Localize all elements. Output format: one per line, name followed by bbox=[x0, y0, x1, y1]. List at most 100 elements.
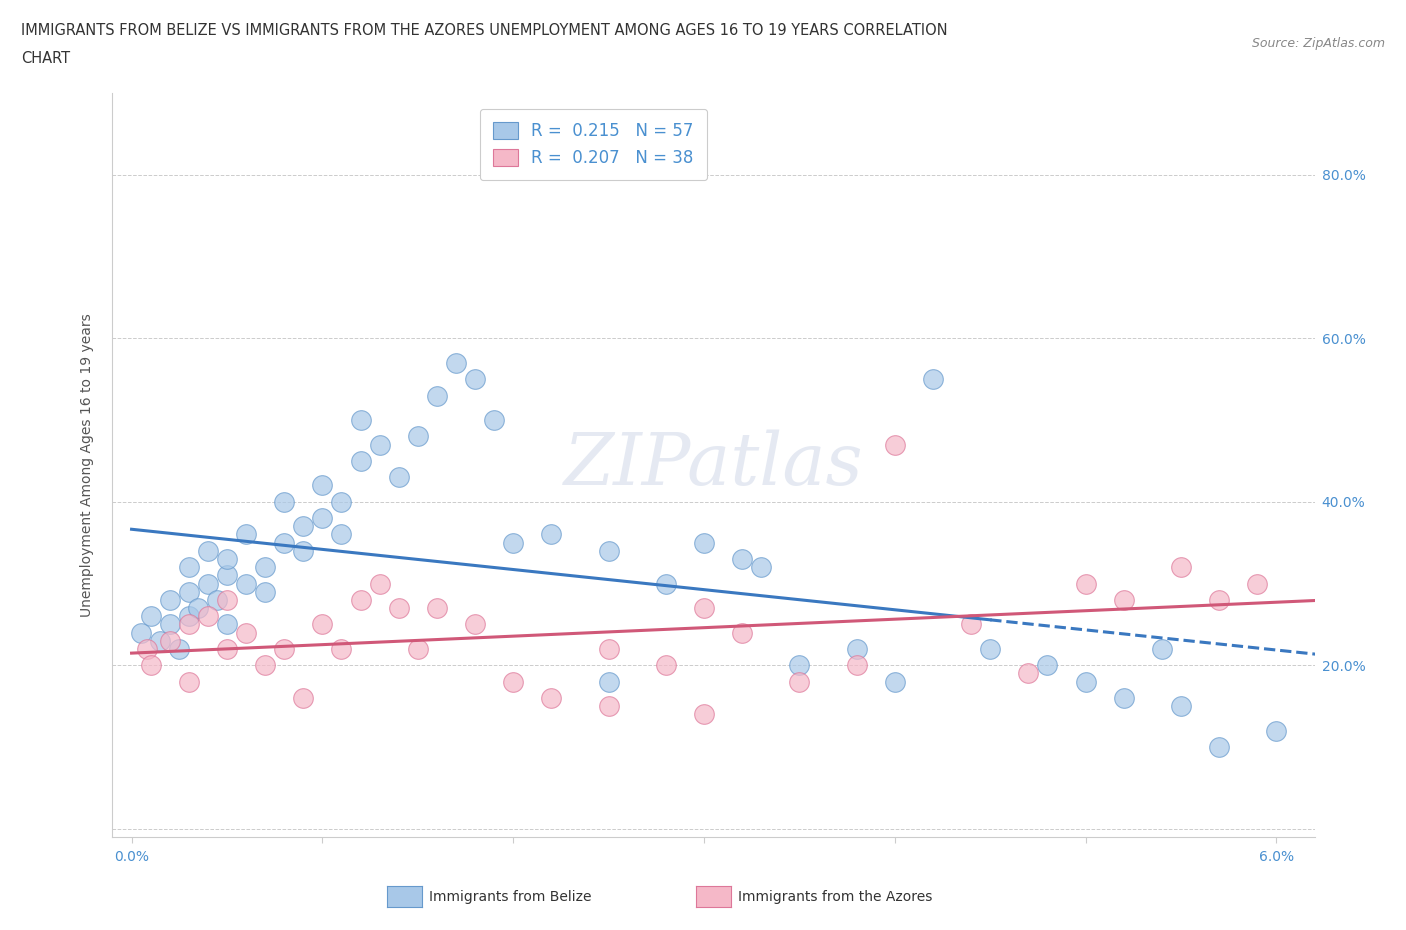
Point bbox=[311, 511, 333, 525]
Legend: R =  0.215   N = 57, R =  0.207   N = 38: R = 0.215 N = 57, R = 0.207 N = 38 bbox=[479, 109, 707, 180]
Point bbox=[502, 536, 524, 551]
Point bbox=[464, 372, 486, 387]
Point bbox=[883, 437, 905, 452]
Point bbox=[731, 625, 754, 640]
Point bbox=[330, 527, 353, 542]
Point bbox=[1036, 658, 1059, 672]
Point bbox=[135, 642, 157, 657]
Point bbox=[406, 642, 429, 657]
Point bbox=[388, 601, 411, 616]
Point bbox=[655, 576, 678, 591]
Point bbox=[1112, 592, 1135, 607]
Y-axis label: Unemployment Among Ages 16 to 19 years: Unemployment Among Ages 16 to 19 years bbox=[80, 313, 94, 617]
Point bbox=[187, 601, 209, 616]
Point bbox=[1112, 691, 1135, 706]
Point bbox=[330, 642, 353, 657]
Point bbox=[349, 454, 371, 469]
Point bbox=[731, 551, 754, 566]
Point bbox=[169, 642, 191, 657]
Point bbox=[254, 658, 277, 672]
Text: IMMIGRANTS FROM BELIZE VS IMMIGRANTS FROM THE AZORES UNEMPLOYMENT AMONG AGES 16 : IMMIGRANTS FROM BELIZE VS IMMIGRANTS FRO… bbox=[21, 23, 948, 38]
Point bbox=[197, 576, 219, 591]
Point bbox=[177, 560, 200, 575]
Point bbox=[1017, 666, 1039, 681]
Point bbox=[292, 691, 315, 706]
Point bbox=[979, 642, 1001, 657]
Point bbox=[235, 576, 257, 591]
Point bbox=[749, 560, 772, 575]
Point bbox=[311, 617, 333, 631]
Point bbox=[1170, 698, 1192, 713]
Point bbox=[177, 609, 200, 624]
Point bbox=[215, 592, 238, 607]
Point bbox=[1074, 674, 1097, 689]
Point bbox=[1150, 642, 1173, 657]
Point bbox=[960, 617, 983, 631]
Text: Immigrants from the Azores: Immigrants from the Azores bbox=[738, 889, 932, 904]
Point bbox=[215, 617, 238, 631]
Point bbox=[464, 617, 486, 631]
Point bbox=[197, 543, 219, 558]
Point bbox=[1074, 576, 1097, 591]
Point bbox=[922, 372, 945, 387]
Point bbox=[139, 609, 162, 624]
Point bbox=[693, 536, 716, 551]
Point bbox=[444, 355, 467, 370]
Text: CHART: CHART bbox=[21, 51, 70, 66]
Point bbox=[177, 584, 200, 599]
Point bbox=[789, 674, 811, 689]
Text: ZIPatlas: ZIPatlas bbox=[564, 430, 863, 500]
Point bbox=[273, 495, 295, 510]
Point bbox=[598, 674, 620, 689]
Point bbox=[368, 437, 391, 452]
Point bbox=[197, 609, 219, 624]
Point bbox=[426, 601, 449, 616]
Point bbox=[598, 698, 620, 713]
Point bbox=[368, 576, 391, 591]
Point bbox=[273, 642, 295, 657]
Point bbox=[1208, 592, 1230, 607]
Point bbox=[1246, 576, 1268, 591]
Point bbox=[540, 691, 562, 706]
Point bbox=[215, 568, 238, 583]
Point bbox=[129, 625, 152, 640]
Point bbox=[177, 617, 200, 631]
Point bbox=[139, 658, 162, 672]
Text: Immigrants from Belize: Immigrants from Belize bbox=[429, 889, 592, 904]
Point bbox=[159, 633, 181, 648]
Point bbox=[311, 478, 333, 493]
Point bbox=[215, 551, 238, 566]
Point bbox=[235, 527, 257, 542]
Point bbox=[207, 592, 229, 607]
Point bbox=[693, 707, 716, 722]
Point bbox=[598, 543, 620, 558]
Point bbox=[845, 642, 868, 657]
Point bbox=[502, 674, 524, 689]
Point bbox=[292, 543, 315, 558]
Point bbox=[215, 642, 238, 657]
Point bbox=[655, 658, 678, 672]
Point bbox=[1170, 560, 1192, 575]
Point bbox=[159, 617, 181, 631]
Point bbox=[789, 658, 811, 672]
Point bbox=[254, 584, 277, 599]
Point bbox=[159, 592, 181, 607]
Point bbox=[1208, 739, 1230, 754]
Point bbox=[693, 601, 716, 616]
Point bbox=[388, 470, 411, 485]
Point bbox=[177, 674, 200, 689]
Point bbox=[235, 625, 257, 640]
Text: Source: ZipAtlas.com: Source: ZipAtlas.com bbox=[1251, 37, 1385, 50]
Point bbox=[426, 388, 449, 403]
Point bbox=[540, 527, 562, 542]
Point bbox=[330, 495, 353, 510]
Point bbox=[883, 674, 905, 689]
Point bbox=[254, 560, 277, 575]
Point bbox=[349, 413, 371, 428]
Point bbox=[149, 633, 172, 648]
Point bbox=[292, 519, 315, 534]
Point bbox=[845, 658, 868, 672]
Point bbox=[1265, 724, 1288, 738]
Point bbox=[598, 642, 620, 657]
Point bbox=[273, 536, 295, 551]
